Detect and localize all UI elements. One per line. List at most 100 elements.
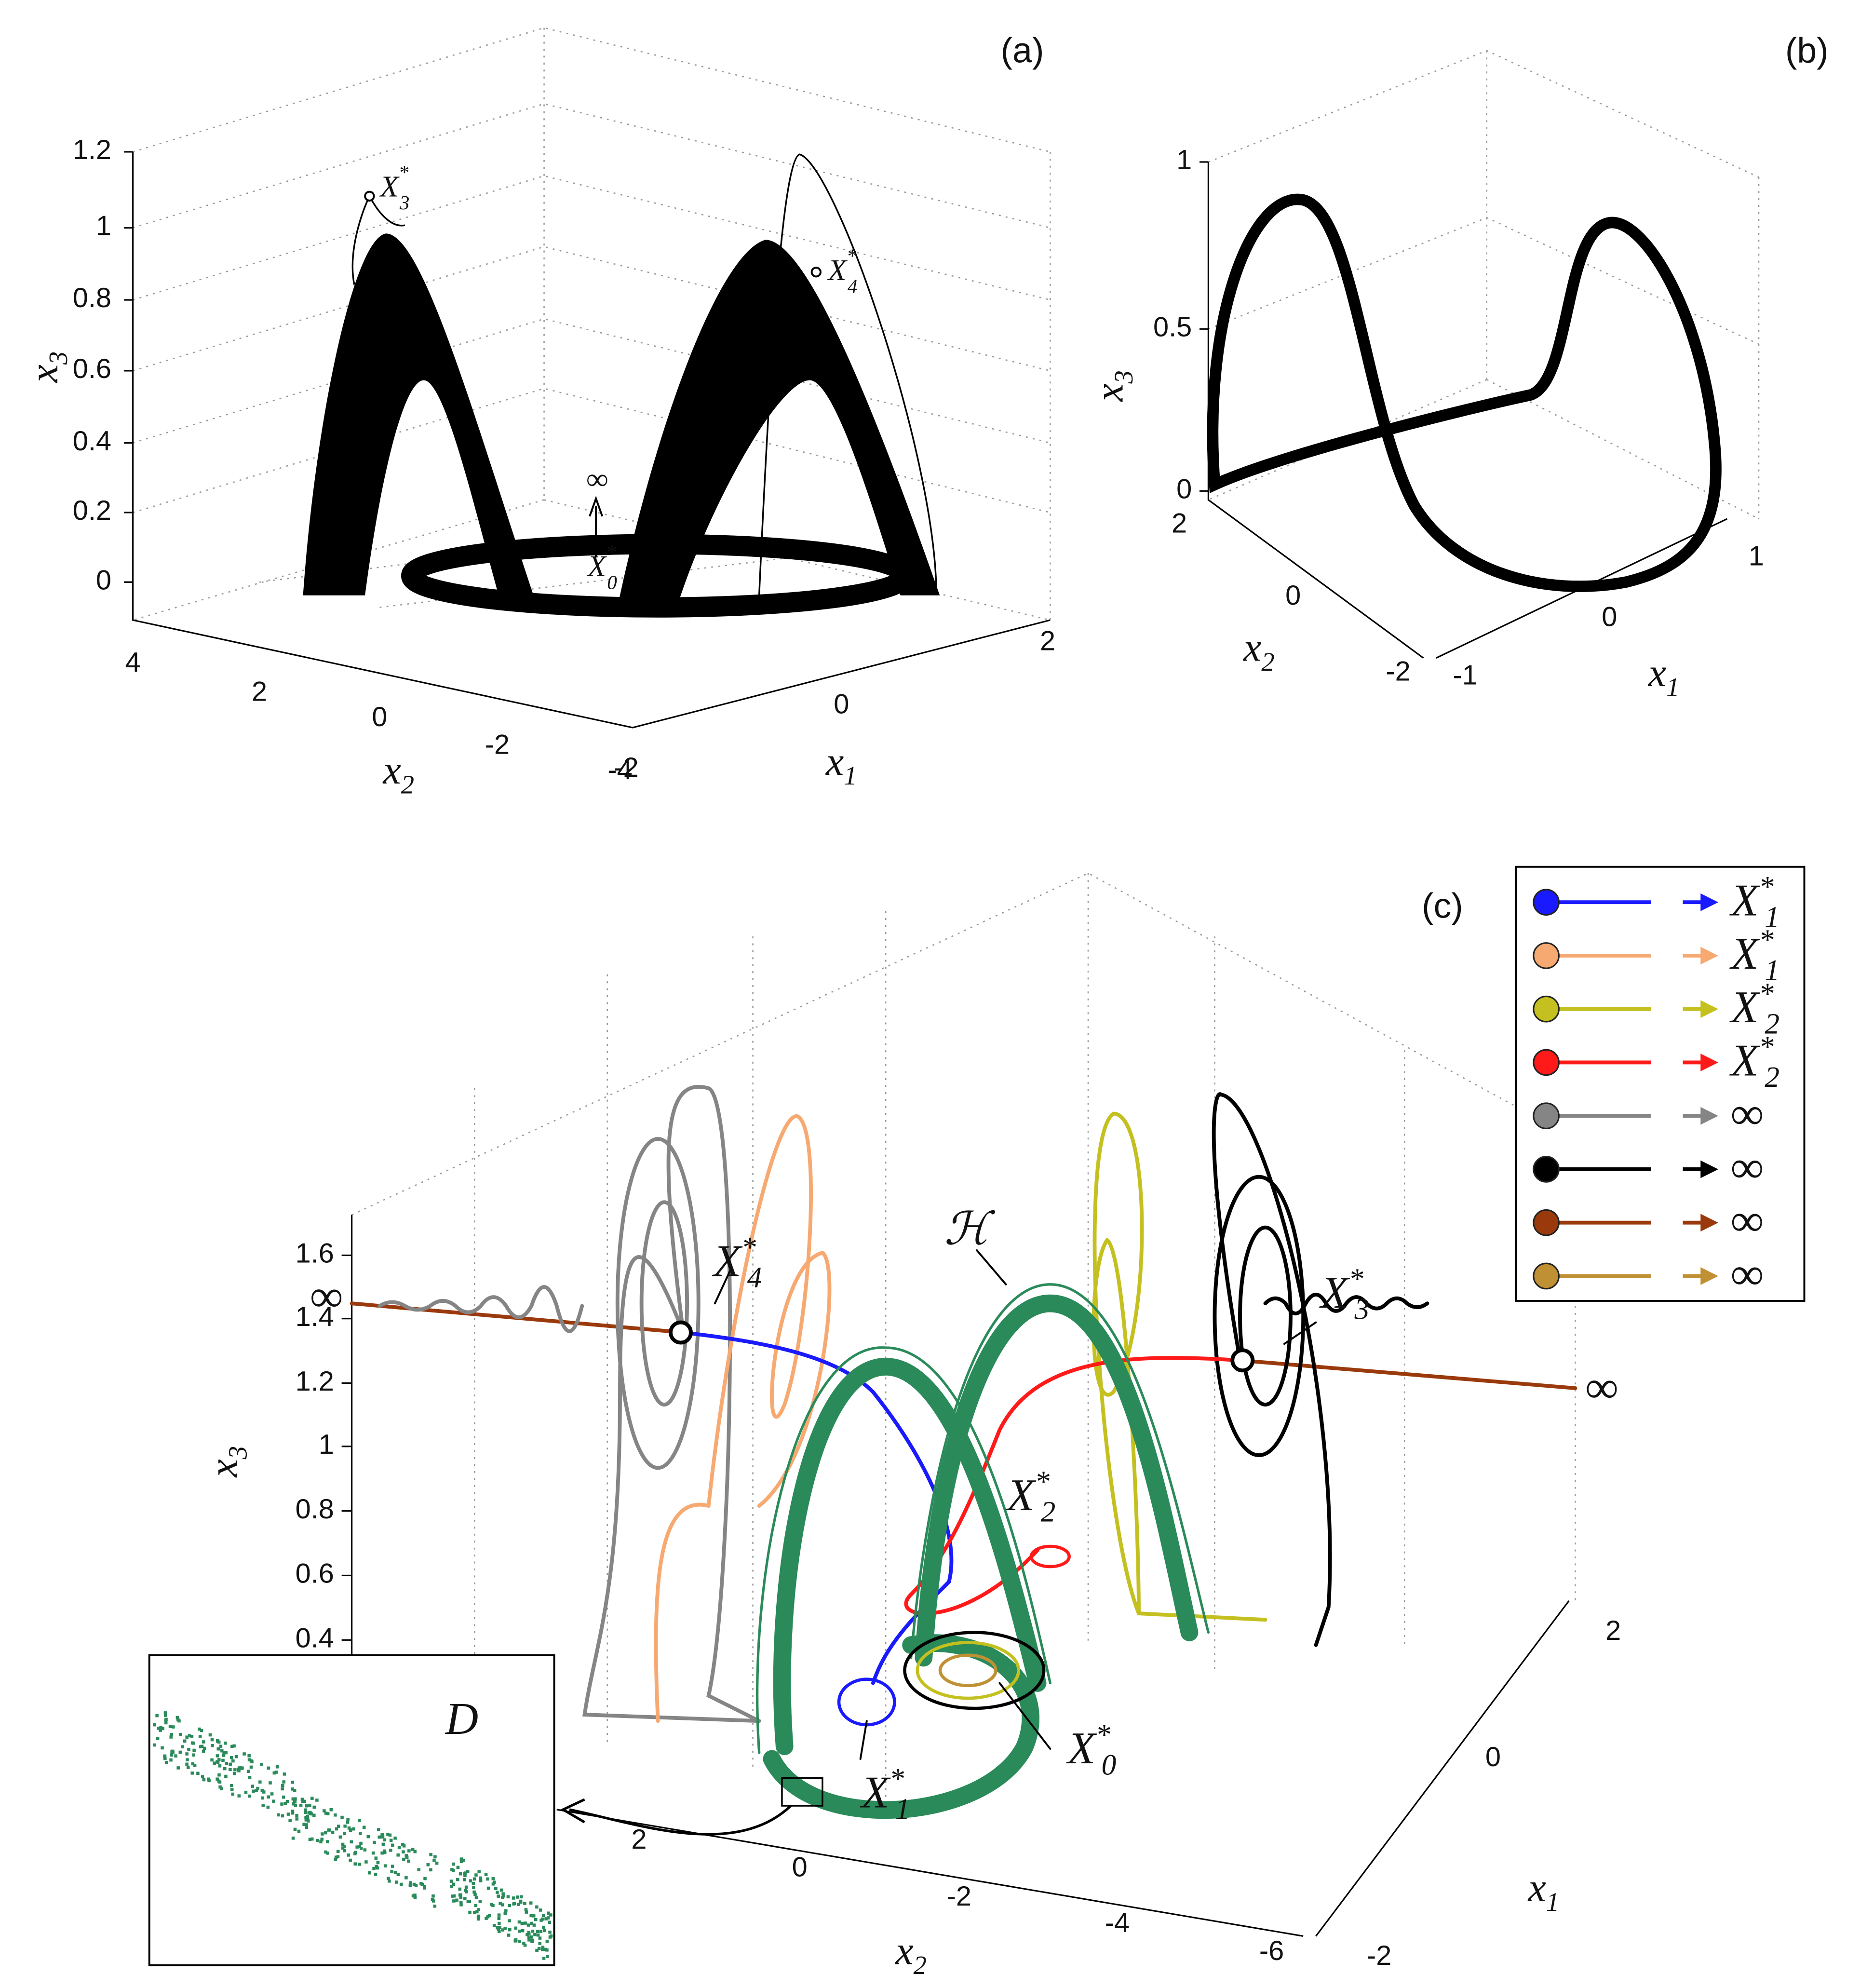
- inset-point: [539, 1908, 542, 1912]
- axis-label-sub: 2: [401, 770, 414, 799]
- inset-point: [500, 1903, 504, 1907]
- tick-label: 0.4: [73, 426, 111, 457]
- inset-point: [274, 1771, 278, 1774]
- inset-point: [518, 1929, 521, 1933]
- inset-point: [532, 1923, 536, 1927]
- inset-point: [485, 1917, 488, 1920]
- tick-label: 1.4: [296, 1301, 334, 1332]
- inset-point: [258, 1780, 262, 1784]
- inset-point: [324, 1850, 327, 1854]
- inset-point: [210, 1738, 214, 1742]
- inset-point: [459, 1857, 463, 1861]
- inset-point: [315, 1839, 319, 1842]
- annotation-sub: 3: [399, 192, 409, 214]
- inset-point: [548, 1920, 551, 1924]
- inset-point: [213, 1761, 216, 1765]
- inset-point: [187, 1747, 190, 1751]
- annotation-base: X: [712, 1236, 743, 1286]
- inset-point: [250, 1760, 254, 1764]
- inset-point: [496, 1891, 499, 1894]
- inset-point: [525, 1910, 528, 1914]
- inset-point: [530, 1921, 533, 1925]
- inset-point: [161, 1746, 164, 1750]
- inset-point: [249, 1765, 253, 1769]
- inset-point: [281, 1814, 284, 1818]
- inset-point: [497, 1917, 501, 1920]
- inset-point: [200, 1745, 204, 1748]
- inset-point: [198, 1727, 201, 1731]
- inset-point: [349, 1858, 352, 1862]
- inset-point: [358, 1832, 362, 1835]
- tick-label: 1: [1176, 145, 1192, 176]
- inset-point: [164, 1761, 168, 1764]
- inset-point: [391, 1865, 394, 1868]
- tick-label: 2: [1605, 1615, 1621, 1646]
- inset-point: [216, 1747, 220, 1751]
- inset-point: [426, 1863, 430, 1866]
- tick-label: 0: [1285, 580, 1301, 611]
- annotation: X* 3: [378, 162, 409, 214]
- inset-point: [536, 1933, 540, 1937]
- inset-point: [507, 1934, 511, 1937]
- inset-point: [472, 1877, 476, 1881]
- inset-point: [192, 1753, 195, 1757]
- inset-point: [496, 1926, 499, 1930]
- annotation: ∞: [1586, 1363, 1618, 1413]
- tick-label: 1.2: [73, 135, 111, 165]
- tick-label: -2: [947, 1881, 971, 1912]
- inset-point: [247, 1758, 251, 1761]
- inset-point: [337, 1825, 340, 1828]
- inset-point: [463, 1878, 466, 1881]
- inset-point: [186, 1758, 189, 1761]
- tick-label: -4: [607, 755, 632, 785]
- inset-point: [341, 1842, 345, 1846]
- legend-label: X* 2: [1729, 977, 1779, 1041]
- axis-label-base: x: [1087, 383, 1132, 402]
- inset-point: [295, 1814, 298, 1817]
- inset-point: [475, 1910, 479, 1914]
- inset-point: [474, 1904, 478, 1907]
- inset-point: [535, 1905, 539, 1909]
- inset-point: [202, 1778, 206, 1782]
- annotation-base: X: [378, 170, 400, 203]
- inset-point: [463, 1897, 467, 1900]
- inset-point: [230, 1784, 233, 1787]
- inset-point: [543, 1947, 547, 1951]
- inset-point: [414, 1884, 418, 1887]
- inset-point: [172, 1725, 175, 1729]
- inset-point: [231, 1759, 235, 1763]
- tick-label: 4: [125, 647, 141, 678]
- inset-point: [216, 1739, 219, 1743]
- inset-point: [373, 1840, 376, 1844]
- annotation-sup: *: [741, 1231, 756, 1264]
- inset-point: [291, 1811, 295, 1815]
- inset-point: [224, 1741, 227, 1745]
- inset-point: [297, 1829, 301, 1833]
- inset-point: [366, 1835, 370, 1839]
- legend-arrowhead: [1700, 1054, 1719, 1071]
- inset-point: [452, 1862, 455, 1866]
- inset-point: [190, 1735, 194, 1738]
- axis-label: x2: [382, 748, 414, 799]
- inset-point: [497, 1894, 500, 1898]
- tick-label: 0: [96, 565, 111, 595]
- inset-point: [516, 1903, 520, 1906]
- annotation: ∞: [586, 462, 608, 496]
- tick-label: -6: [1259, 1935, 1284, 1966]
- annotation: ∞: [310, 1271, 342, 1322]
- axis-label-sub: 2: [914, 1950, 927, 1980]
- inset-point: [537, 1947, 541, 1950]
- legend-label: ∞: [1731, 1249, 1763, 1299]
- tick-label: 0: [834, 689, 849, 720]
- inset-point: [292, 1802, 295, 1806]
- inset-point: [304, 1818, 308, 1822]
- inset-point: [248, 1776, 252, 1779]
- inset-point: [433, 1855, 437, 1859]
- inset-point: [230, 1745, 234, 1748]
- inset-point: [185, 1735, 189, 1739]
- inset-point: [291, 1787, 294, 1791]
- inset-point: [308, 1811, 312, 1814]
- tick-label: 2: [1040, 625, 1055, 656]
- inset-point: [459, 1895, 463, 1899]
- inset-point: [501, 1892, 505, 1896]
